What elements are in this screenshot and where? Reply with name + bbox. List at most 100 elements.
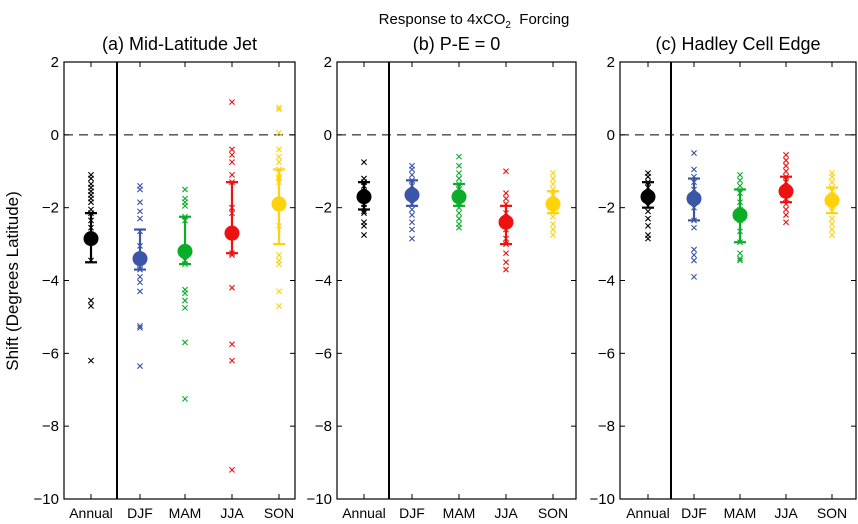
model-marker-stroke <box>137 208 143 215</box>
model-marker <box>409 219 415 226</box>
y-tick-label: 0 <box>51 127 59 144</box>
y-tick-label: 0 <box>324 127 332 144</box>
model-marker-stroke <box>737 171 743 178</box>
y-tick-label: −4 <box>598 273 615 290</box>
model-marker <box>550 170 556 177</box>
model-marker-stroke <box>361 159 367 166</box>
model-marker-stroke <box>550 226 556 233</box>
model-marker-stroke <box>550 181 556 187</box>
model-marker-stroke <box>456 215 462 222</box>
model-marker <box>503 266 509 273</box>
model-marker-stroke <box>361 210 367 217</box>
multimodel-mean-marker <box>271 196 287 212</box>
model-marker-stroke <box>137 363 143 370</box>
model-marker <box>645 173 651 180</box>
model-marker-stroke <box>88 175 94 182</box>
model-marker-stroke <box>829 173 835 180</box>
y-tick-label: −4 <box>42 273 59 290</box>
model-marker-stroke <box>409 171 415 178</box>
model-marker <box>737 177 743 184</box>
model-marker-stroke <box>409 206 415 213</box>
model-marker-stroke <box>137 323 143 330</box>
y-tick-label: −2 <box>315 200 332 217</box>
model-marker <box>456 224 462 231</box>
x-tick-label: MAM <box>169 505 202 521</box>
model-marker-stroke <box>88 297 94 304</box>
model-marker <box>409 211 415 218</box>
x-tick-label: DJF <box>127 505 153 521</box>
model-marker <box>229 357 235 364</box>
model-marker-stroke <box>829 179 835 186</box>
model-marker <box>182 339 188 346</box>
model-marker-stroke <box>182 290 188 297</box>
model-marker-stroke <box>276 146 282 153</box>
multimodel-mean-marker <box>404 187 420 203</box>
multimodel-mean-marker <box>356 189 372 205</box>
multimodel-mean-marker <box>824 192 840 208</box>
model-marker-stroke <box>137 199 143 206</box>
model-marker <box>737 171 743 178</box>
model-marker <box>229 466 235 473</box>
model-marker-stroke <box>783 211 789 218</box>
model-marker-stroke <box>829 226 835 233</box>
model-marker-stroke <box>229 159 235 166</box>
model-marker <box>137 324 143 331</box>
model-marker-stroke <box>737 177 743 184</box>
x-tick-label: JJA <box>774 505 798 521</box>
model-marker <box>737 250 743 257</box>
model-marker <box>783 219 789 226</box>
model-marker-stroke <box>456 175 462 182</box>
model-marker <box>276 288 282 295</box>
model-marker-stroke <box>645 222 651 229</box>
panel-0: (a) Mid-Latitude Jet −10 −8 −6 −4 −2 0 2 Annual D… <box>34 34 296 521</box>
model-marker-stroke <box>737 250 743 257</box>
model-marker-stroke <box>409 219 415 226</box>
model-marker <box>456 153 462 160</box>
model-marker <box>737 182 743 189</box>
model-marker-stroke <box>137 186 143 193</box>
model-marker-stroke <box>645 208 651 215</box>
multimodel-mean-marker <box>778 183 794 199</box>
series-son <box>271 104 287 309</box>
y-tick-label: −8 <box>315 418 332 435</box>
model-marker-stroke <box>409 211 415 218</box>
model-marker-stroke <box>182 304 188 311</box>
series-annual <box>356 159 372 238</box>
model-marker-stroke <box>409 235 415 242</box>
model-marker-stroke <box>550 231 556 238</box>
x-tick-label: MAM <box>724 505 757 521</box>
y-tick-label: 2 <box>51 54 59 71</box>
model-marker-stroke <box>276 303 282 309</box>
model-marker <box>182 202 188 209</box>
model-marker <box>276 104 282 111</box>
model-marker-stroke <box>829 221 835 228</box>
panels: (a) Mid-Latitude Jet −10 −8 −6 −4 −2 0 2 Annual D… <box>34 34 857 521</box>
model-marker <box>137 323 143 330</box>
model-marker-stroke <box>783 206 789 213</box>
model-marker <box>137 199 143 206</box>
model-marker <box>182 186 188 193</box>
model-marker <box>783 168 789 175</box>
x-tick-label: DJF <box>399 505 425 521</box>
model-marker <box>276 261 282 268</box>
multimodel-mean-marker <box>177 243 193 259</box>
model-marker-stroke <box>503 168 509 175</box>
model-marker-stroke <box>456 162 462 169</box>
model-marker-stroke <box>229 171 235 178</box>
y-axis-label: Shift (Degrees Latitude) <box>3 191 22 371</box>
model-marker-stroke <box>503 259 509 266</box>
model-marker <box>409 226 415 233</box>
model-marker <box>456 210 462 217</box>
y-tick-label: −6 <box>598 345 615 362</box>
model-marker-stroke <box>645 235 651 242</box>
model-marker-stroke <box>276 130 282 137</box>
model-marker-stroke <box>737 257 743 264</box>
model-marker-stroke <box>691 257 697 264</box>
model-marker <box>691 257 697 264</box>
model-marker-stroke <box>229 284 235 291</box>
model-marker <box>691 273 697 280</box>
series-son <box>824 170 840 238</box>
model-marker <box>409 235 415 242</box>
model-marker-stroke <box>691 273 697 280</box>
model-marker-stroke <box>503 250 509 257</box>
